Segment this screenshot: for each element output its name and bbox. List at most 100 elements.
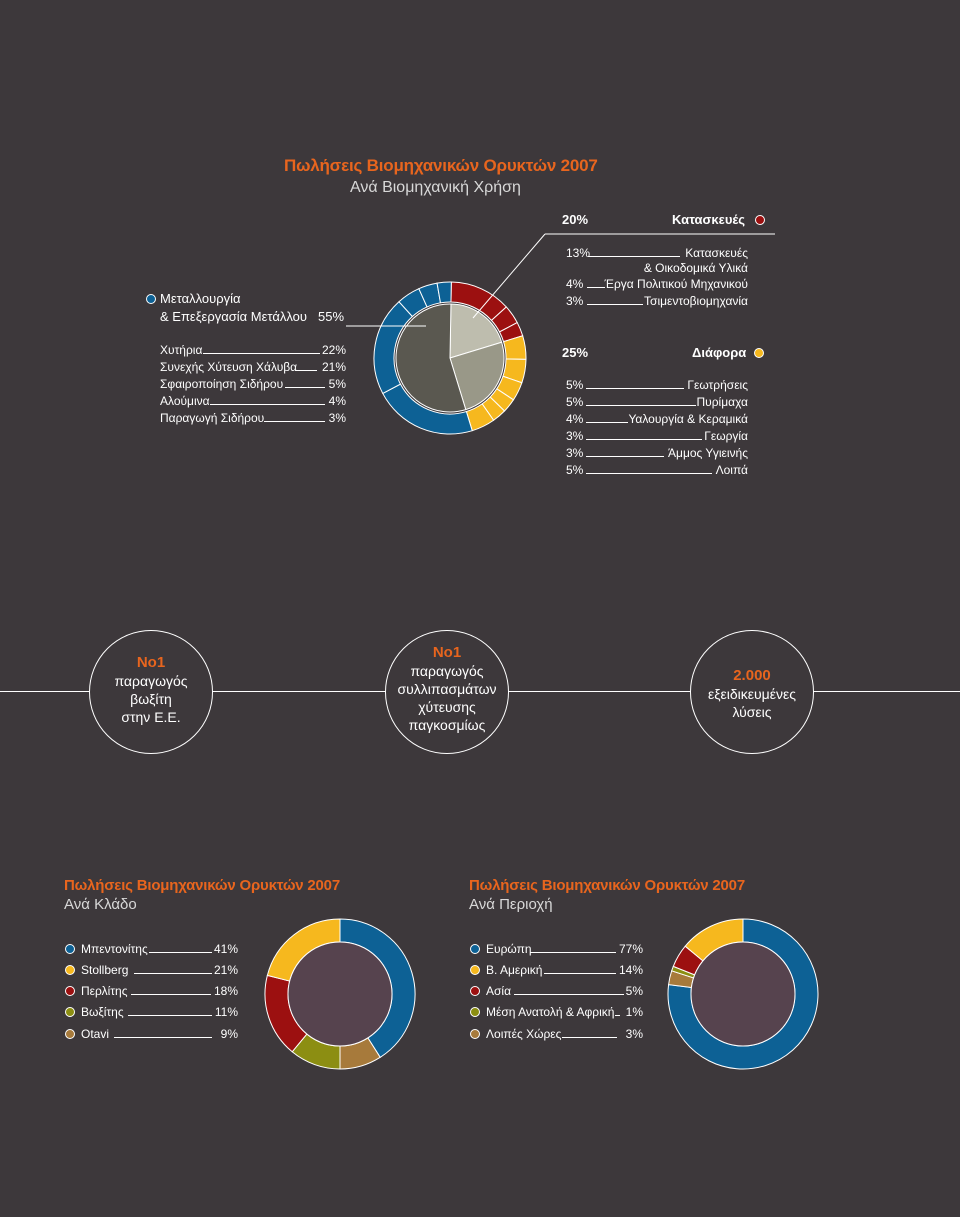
construction-item-pct: 13% [566, 246, 591, 260]
red-dot-icon [65, 986, 75, 996]
leader-line [295, 370, 317, 371]
sector-item: Otavi 9% [81, 1027, 238, 1043]
other-item-pct: 5% [566, 378, 584, 392]
leader-line [615, 1015, 620, 1016]
olive-dot-icon [470, 1007, 480, 1017]
fact-line: χύτευσης [418, 699, 476, 715]
fact-circle-solutions [690, 630, 814, 754]
sector-item-label: Otavi [81, 1027, 110, 1041]
region-item: Β. Αμερική 14% [486, 963, 643, 979]
other-item-label: Πυρίμαχα [696, 395, 749, 409]
region-item-pct: 1% [625, 1005, 643, 1019]
donut-center [287, 941, 393, 1047]
sector-chart-subtitle: Ανά Κλάδο [64, 896, 137, 913]
other-item-pct: 5% [566, 463, 584, 477]
other-item: 5% Γεωτρήσεις [566, 378, 748, 394]
leader-line [586, 422, 628, 423]
sector-item-pct: 9% [220, 1027, 238, 1041]
sector-item-pct: 41% [213, 942, 238, 956]
other-item-label: Λοιπά [715, 463, 748, 477]
construction-name: Κατασκευές [672, 212, 746, 227]
sector-item-pct: 18% [213, 984, 238, 998]
region-chart-subtitle: Ανά Περιοχή [469, 896, 553, 913]
sector-item-pct: 21% [213, 963, 238, 977]
metallurgy-name-line2: & Επεξεργασία Μετάλλου [160, 309, 308, 324]
leader-line [587, 304, 643, 305]
sector-item: Περλίτης 18% [81, 984, 238, 1000]
region-item: Λοιπές Χώρες 3% [486, 1027, 643, 1043]
outer-slice [436, 281, 452, 304]
construction-item-pct: 4% [566, 277, 584, 291]
other-pct: 25% [562, 345, 589, 360]
leader-line [134, 973, 212, 974]
region-item-label: Μέση Ανατολή & Αφρική [486, 1005, 615, 1019]
leader-line [586, 456, 664, 457]
other-item-label: Άμμος Υγιεινής [668, 446, 748, 460]
fact-circle-bauxite [89, 630, 213, 754]
top-donut-chart [373, 281, 527, 435]
sector-item: Stollberg 21% [81, 963, 238, 979]
metallurgy-item: Παραγωγή Σιδήρου 3% [160, 411, 346, 427]
region-item: Μέση Ανατολή & Αφρική 1% [486, 1005, 643, 1021]
other-item-pct: 3% [566, 429, 584, 443]
construction-item-label-line2: & Οικοδομικά Υλικά [643, 261, 748, 275]
blue-dot-icon [146, 294, 156, 304]
brown-dot-icon [470, 1029, 480, 1039]
fact-line: παραγωγός [410, 663, 484, 679]
leader-line [586, 405, 696, 406]
leader-line [586, 388, 684, 389]
donut-center [690, 941, 796, 1047]
sector-item: Μπεντονίτης 41% [81, 942, 238, 958]
fact-text-flux: No1 παραγωγός συλλιπασμάτων χύτευσης παγ… [385, 644, 509, 734]
yellow-dot-icon [470, 965, 480, 975]
sector-donut-chart [264, 918, 416, 1070]
construction-item-label: Τσιμεντοβιομηχανία [644, 294, 748, 308]
sector-chart-title: Πωλήσεις Βιομηχανικών Ορυκτών 2007 [64, 877, 340, 894]
leader-line [131, 994, 211, 995]
red-dot-icon [755, 215, 765, 225]
leader-line [514, 994, 624, 995]
metallurgy-item-pct: 22% [319, 343, 346, 357]
region-item-pct: 3% [625, 1027, 643, 1041]
inner-slice [449, 341, 505, 411]
construction-item: 4% Έργα Πολιτικού Μηχανικού [566, 277, 748, 293]
top-chart-subtitle: Ανά Βιομηχανική Χρήση [350, 179, 521, 196]
other-item-label: Γεωτρήσεις [687, 378, 748, 392]
construction-item: 3% Τσιμεντοβιομηχανία [566, 294, 748, 310]
sector-item-label: Περλίτης [81, 984, 128, 998]
leader-line [530, 952, 616, 953]
other-item: 5% Πυρίμαχα [566, 395, 748, 411]
other-name: Διάφορα [692, 345, 747, 360]
other-item: 3% Άμμος Υγιεινής [566, 446, 748, 462]
other-item: 5% Λοιπά [566, 463, 748, 479]
other-item-pct: 5% [566, 395, 584, 409]
olive-dot-icon [65, 1007, 75, 1017]
fact-line: στην Ε.Ε. [121, 709, 181, 725]
leader-line [586, 473, 712, 474]
region-item-label: Ευρώπη [486, 942, 532, 956]
metallurgy-item-label: Χυτήρια [160, 343, 203, 357]
brown-dot-icon [65, 1029, 75, 1039]
blue-dot-icon [65, 944, 75, 954]
metallurgy-item-label: Αλούμινα [160, 394, 210, 408]
fact-big-value: No1 [432, 644, 462, 661]
fact-line: συλλιπασμάτων [397, 681, 497, 697]
metallurgy-item-pct: 5% [328, 377, 346, 391]
sector-item-label: Μπεντονίτης [81, 942, 148, 956]
fact-text-bauxite: No1 παραγωγός βωξίτη στην Ε.Ε. [89, 654, 213, 726]
sector-item-label: Βωξίτης [81, 1005, 124, 1019]
leader-line [264, 421, 325, 422]
metallurgy-item: Συνεχής Χύτευση Χάλυβα 21% [160, 360, 346, 376]
other-item-label: Υαλουργία & Κεραμικά [628, 412, 749, 426]
other-item-pct: 3% [566, 446, 584, 460]
leader-line [114, 1037, 212, 1038]
red-dot-icon [470, 986, 480, 996]
fact-line: παγκοσμίως [408, 717, 486, 733]
construction-pct: 20% [562, 212, 589, 227]
inner-slice [395, 303, 467, 413]
metallurgy-item-pct: 4% [328, 394, 346, 408]
region-item: Ευρώπη 77% [486, 942, 643, 958]
other-item: 4% Υαλουργία & Κεραμικά [566, 412, 748, 428]
metallurgy-item: Αλούμινα 4% [160, 394, 346, 410]
